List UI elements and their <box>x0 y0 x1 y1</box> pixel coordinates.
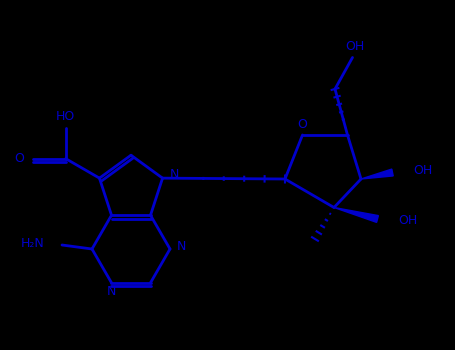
Text: N: N <box>107 285 116 298</box>
Text: HO: HO <box>56 110 75 123</box>
Text: OH: OH <box>345 40 364 53</box>
Text: O: O <box>14 152 24 165</box>
Polygon shape <box>334 208 379 222</box>
Text: OH: OH <box>399 215 418 228</box>
Text: OH: OH <box>414 164 433 177</box>
Polygon shape <box>361 169 393 179</box>
Text: N: N <box>170 168 179 181</box>
Text: H₂N: H₂N <box>21 237 45 250</box>
Text: O: O <box>298 118 308 131</box>
Text: N: N <box>177 240 187 253</box>
